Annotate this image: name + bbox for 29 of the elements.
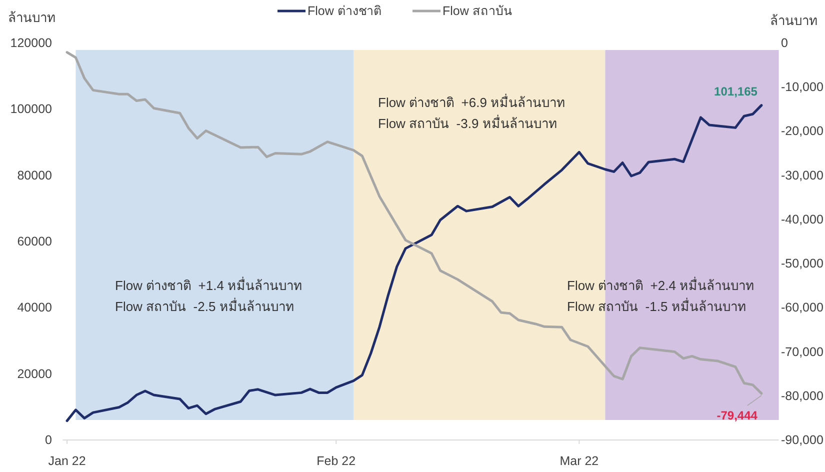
- x-tick-label: Feb 22: [316, 454, 356, 468]
- x-tick-label: Jan 22: [48, 454, 86, 468]
- y2-tick-label: -90,000: [781, 433, 824, 447]
- y-tick-label: 100000: [10, 102, 52, 116]
- y2-tick-label: -80,000: [781, 388, 824, 403]
- data-label: -79,444: [716, 408, 758, 422]
- x-tick-label: Mar 22: [560, 454, 599, 468]
- y2-axis-title: ล้านบาท: [770, 13, 818, 28]
- y2-tick-label: -70,000: [781, 344, 824, 359]
- y2-tick-label: -10,000: [781, 80, 824, 94]
- legend-label: Flow สถาบัน: [442, 4, 512, 18]
- legend-label: Flow ต่างชาติ: [308, 4, 382, 18]
- y-tick-label: 0: [45, 433, 52, 447]
- y2-tick-label: 0: [781, 36, 788, 50]
- band-label: Flow ต่างชาติ +6.9 หมื่นล้านบาท Flow สถาบัน -3.9 หมื่นล้านบาท: [378, 94, 566, 131]
- y2-tick-label: -30,000: [781, 168, 824, 182]
- y-tick-label: 80000: [17, 168, 52, 182]
- y-tick-label: 20000: [17, 366, 52, 381]
- band-label: Flow ต่างชาติ +2.4 หมื่นล้านบาท Flow สถาบัน -1.5 หมื่นล้านบาท: [567, 277, 755, 314]
- y2-tick-label: -50,000: [781, 256, 824, 271]
- y2-tick-label: -20,000: [781, 124, 824, 138]
- data-label: 101,165: [714, 84, 758, 98]
- y-tick-label: 120000: [10, 36, 52, 50]
- y-tick-label: 60000: [17, 234, 52, 248]
- y2-tick-label: -60,000: [781, 300, 824, 315]
- y-axis-title: ล้านบาท: [8, 10, 56, 25]
- y2-tick-label: -40,000: [781, 212, 824, 226]
- y-tick-label: 40000: [17, 300, 52, 315]
- band-label: Flow ต่างชาติ +1.4 หมื่นล้านบาท Flow สถาบัน -2.5 หมื่นล้านบาท: [115, 277, 303, 314]
